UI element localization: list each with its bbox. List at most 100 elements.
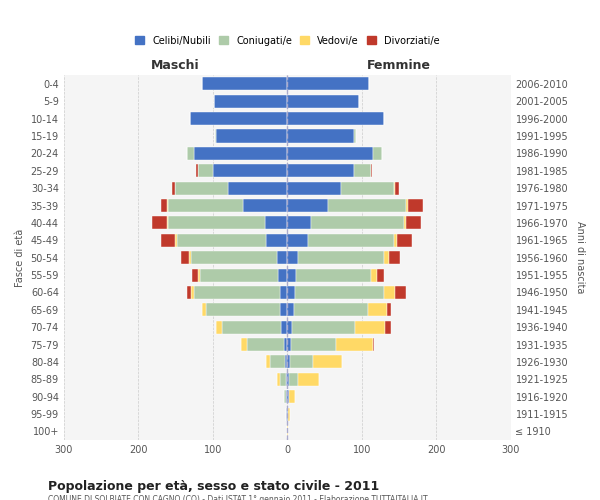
Bar [175, 234, 177, 247]
Bar [289, 390, 295, 403]
Bar [190, 112, 287, 125]
Bar [286, 408, 287, 420]
Bar [280, 286, 287, 299]
Bar [296, 268, 371, 281]
Bar [221, 320, 281, 334]
Bar [278, 268, 287, 281]
Bar [285, 356, 287, 368]
Bar [287, 251, 298, 264]
Bar [387, 304, 391, 316]
Bar [280, 373, 286, 386]
Bar [216, 320, 221, 334]
Bar [371, 268, 377, 281]
Bar [287, 78, 369, 90]
Bar [291, 338, 335, 351]
Y-axis label: Anni di nascita: Anni di nascita [575, 222, 585, 294]
Bar [287, 304, 294, 316]
Bar [294, 304, 368, 316]
Bar [265, 216, 287, 230]
Bar [189, 251, 191, 264]
Bar [152, 216, 167, 230]
Bar [298, 373, 319, 386]
Bar [198, 164, 213, 177]
Bar [408, 199, 423, 212]
Bar [214, 94, 287, 108]
Bar [287, 425, 288, 438]
Bar [181, 251, 189, 264]
Bar [287, 182, 341, 194]
Bar [161, 234, 175, 247]
Bar [389, 251, 400, 264]
Bar [287, 112, 384, 125]
Bar [242, 199, 287, 212]
Bar [328, 199, 406, 212]
Bar [341, 182, 394, 194]
Bar [397, 234, 412, 247]
Bar [202, 78, 287, 90]
Bar [384, 251, 389, 264]
Bar [284, 338, 287, 351]
Text: Maschi: Maschi [151, 58, 200, 71]
Bar [295, 286, 384, 299]
Bar [200, 268, 278, 281]
Bar [167, 199, 168, 212]
Bar [377, 268, 384, 281]
Bar [287, 94, 359, 108]
Bar [227, 182, 287, 194]
Bar [404, 216, 406, 230]
Bar [287, 373, 289, 386]
Bar [198, 268, 200, 281]
Bar [354, 130, 356, 142]
Bar [288, 408, 290, 420]
Bar [191, 286, 194, 299]
Bar [213, 164, 287, 177]
Bar [287, 268, 296, 281]
Bar [289, 373, 298, 386]
Bar [311, 216, 404, 230]
Bar [277, 373, 280, 386]
Bar [368, 304, 387, 316]
Bar [287, 408, 288, 420]
Bar [192, 268, 198, 281]
Bar [371, 164, 372, 177]
Bar [373, 338, 374, 351]
Bar [290, 356, 313, 368]
Bar [287, 130, 354, 142]
Bar [287, 320, 292, 334]
Bar [215, 130, 217, 142]
Bar [395, 182, 399, 194]
Bar [241, 338, 247, 351]
Bar [175, 182, 227, 194]
Bar [395, 286, 406, 299]
Bar [266, 356, 270, 368]
Bar [308, 234, 394, 247]
Bar [286, 373, 287, 386]
Bar [168, 199, 242, 212]
Bar [373, 147, 382, 160]
Bar [247, 338, 284, 351]
Bar [287, 216, 311, 230]
Bar [196, 164, 198, 177]
Legend: Celibi/Nubili, Coniugati/e, Vedovi/e, Divorziati/e: Celibi/Nubili, Coniugati/e, Vedovi/e, Di… [132, 32, 443, 48]
Bar [406, 216, 421, 230]
Bar [292, 320, 355, 334]
Bar [206, 304, 280, 316]
Bar [287, 234, 308, 247]
Y-axis label: Fasce di età: Fasce di età [15, 228, 25, 287]
Bar [280, 304, 287, 316]
Bar [287, 164, 354, 177]
Bar [172, 182, 175, 194]
Bar [394, 182, 395, 194]
Bar [270, 356, 285, 368]
Bar [354, 164, 371, 177]
Bar [167, 216, 168, 230]
Bar [385, 320, 391, 334]
Bar [287, 147, 373, 160]
Bar [202, 304, 206, 316]
Bar [394, 234, 397, 247]
Bar [284, 390, 286, 403]
Bar [168, 216, 265, 230]
Bar [187, 286, 191, 299]
Text: COMUNE DI SOLBIATE CON CAGNO (CO) - Dati ISTAT 1° gennaio 2011 - Elaborazione TU: COMUNE DI SOLBIATE CON CAGNO (CO) - Dati… [48, 495, 428, 500]
Bar [281, 320, 287, 334]
